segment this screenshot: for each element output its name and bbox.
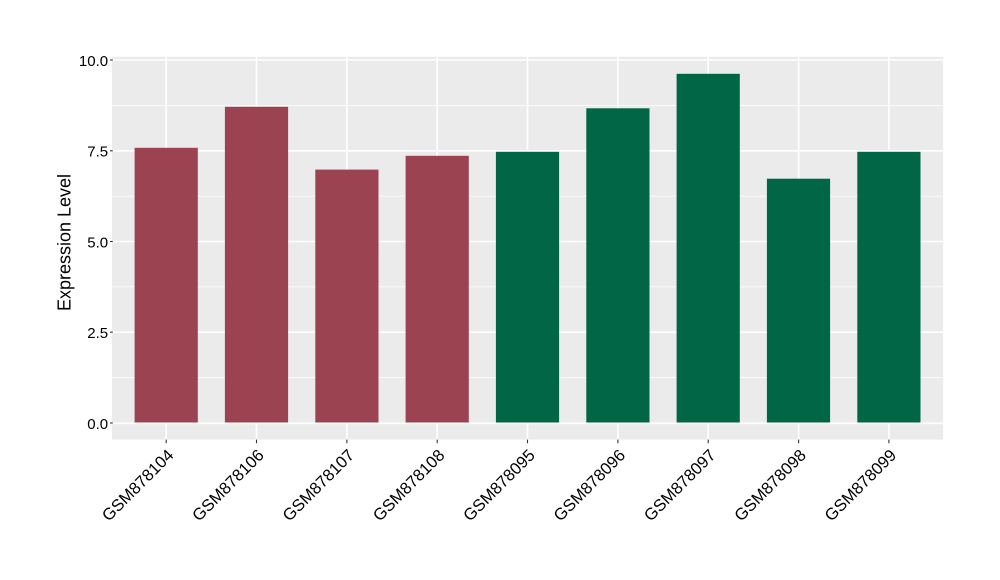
svg-text:10.0: 10.0 [79,53,108,70]
svg-text:5.0: 5.0 [87,234,108,251]
svg-text:0.0: 0.0 [87,416,108,433]
svg-text:7.5: 7.5 [87,144,108,161]
svg-text:2.5: 2.5 [87,325,108,342]
svg-text:Expression Level: Expression Level [55,174,75,311]
